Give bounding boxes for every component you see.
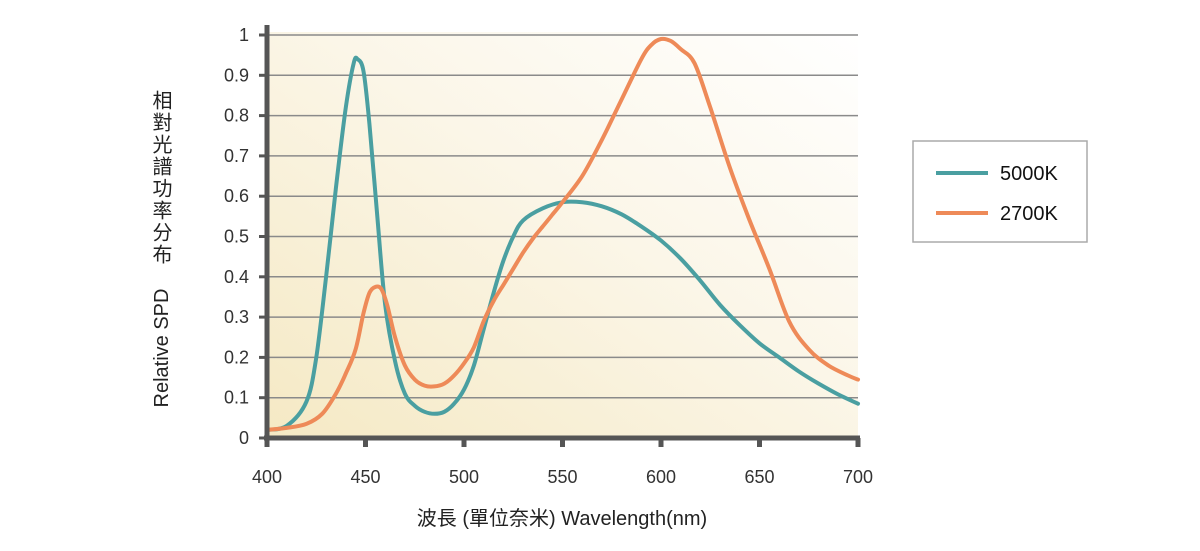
legend-box <box>912 140 1088 243</box>
y-tick-label: 0.2 <box>224 347 249 367</box>
x-tick-label: 400 <box>252 467 282 487</box>
y-tick-label: 0.5 <box>224 227 249 247</box>
x-tick-label: 500 <box>449 467 479 487</box>
y-tick-label: 0.4 <box>224 267 249 287</box>
y-axis-title-en: Relative SPD <box>151 289 173 408</box>
legend-label-2700k: 2700K <box>1000 203 1058 225</box>
x-tick-label: 650 <box>744 467 774 487</box>
x-tick-label: 600 <box>646 467 676 487</box>
x-axis-title: 波長 (單位奈米) Wavelength(nm) <box>417 507 707 530</box>
y-tick-label: 1 <box>239 25 249 45</box>
legend-label-5000k: 5000K <box>1000 163 1058 185</box>
x-tick-label: 550 <box>547 467 577 487</box>
plot-background <box>267 32 858 438</box>
y-axis-title-cn: 相對光譜功率分布 <box>149 90 172 266</box>
y-tick-label: 0.7 <box>224 146 249 166</box>
series-line-5000k <box>265 55 860 432</box>
x-tick-label: 700 <box>843 467 873 487</box>
legend: 5000K 2700K <box>912 140 1088 243</box>
x-tick-labels: 400 450 500 550 600 650 700 <box>252 438 873 487</box>
y-axis-title: 相對光譜功率分布 Relative SPD <box>149 90 173 408</box>
x-tick-label: 450 <box>350 467 380 487</box>
series-layer <box>265 36 860 432</box>
y-tick-label: 0.3 <box>224 307 249 327</box>
y-tick-label: 0.1 <box>224 388 249 408</box>
y-tick-label: 0.9 <box>224 65 249 85</box>
series-line-2700k <box>265 36 860 432</box>
y-tick-label: 0.6 <box>224 186 249 206</box>
y-tick-label: 0.8 <box>224 106 249 126</box>
y-tick-label: 0 <box>239 428 249 448</box>
y-tick-labels: 0 0.1 0.2 0.3 0.4 0.5 0.6 0.7 0.8 0.9 1 <box>224 25 267 448</box>
grid-lines <box>267 34 858 399</box>
